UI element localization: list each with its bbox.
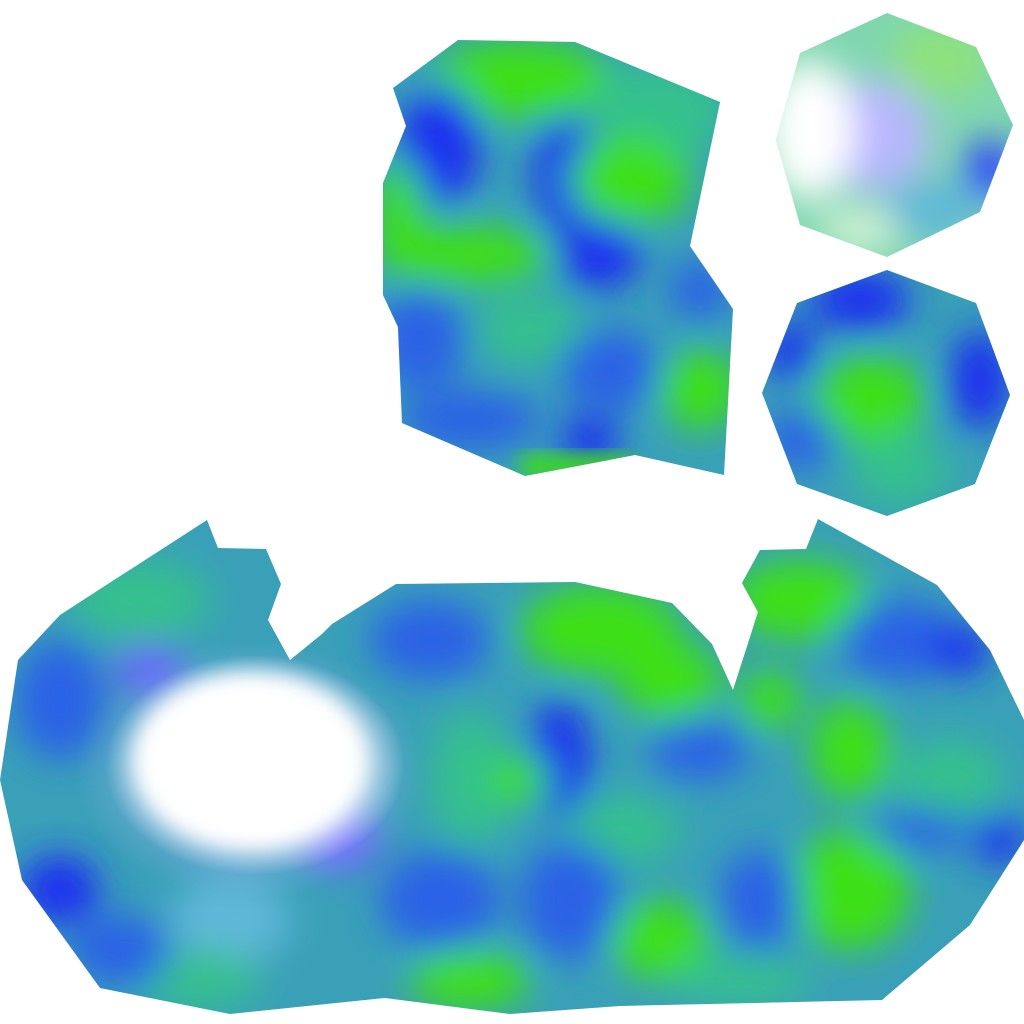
bottom-texture-island [0, 519, 1024, 1014]
upper-texture-island [383, 40, 733, 476]
top-right-octagon-island [776, 13, 1013, 257]
right-octagon-island [762, 270, 1010, 516]
